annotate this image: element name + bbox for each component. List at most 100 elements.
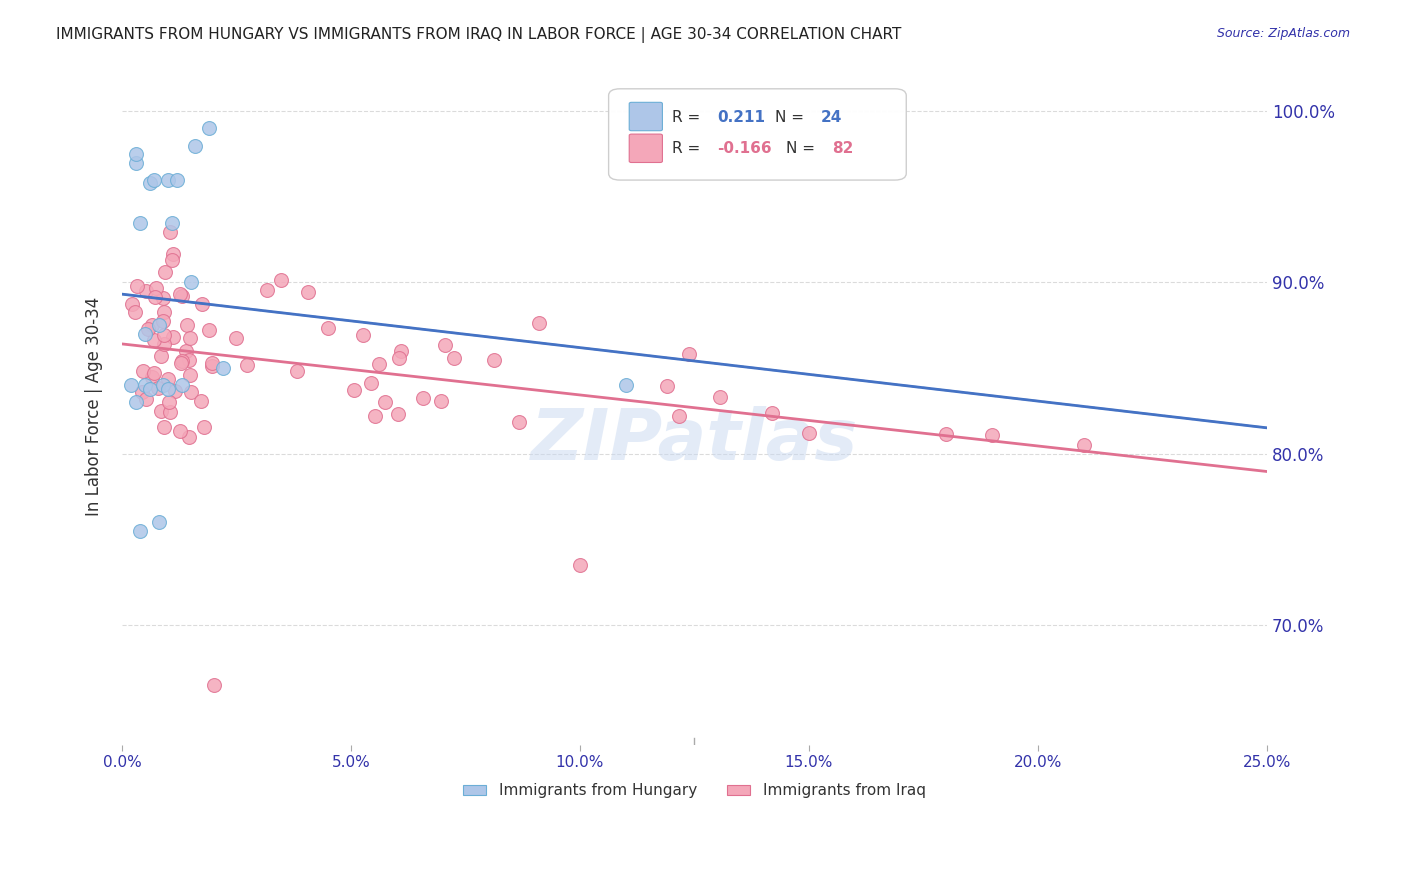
Y-axis label: In Labor Force | Age 30-34: In Labor Force | Age 30-34 [86,297,103,516]
Point [225,331,247,345]
Point [152,327,174,342]
Text: Source: ZipAtlas.com: Source: ZipAtlas.com [1216,27,1350,40]
Point [179,429,201,443]
Point [614,378,637,392]
Point [138,176,160,190]
FancyBboxPatch shape [630,134,662,162]
Point [191,297,214,311]
Point [285,364,308,378]
Point [443,351,465,366]
Text: N =: N = [786,142,815,156]
Point [129,216,152,230]
Point [360,376,382,391]
Point [146,381,169,395]
Text: ZIPatlas: ZIPatlas [531,406,858,475]
Point [134,378,156,392]
Point [374,395,396,409]
Point [152,314,174,328]
Point [270,273,292,287]
Point [198,121,221,136]
Point [179,368,201,383]
Point [236,358,259,372]
Point [138,322,160,336]
Point [434,338,457,352]
Point [135,284,157,298]
Point [169,424,191,438]
Text: 82: 82 [832,142,853,156]
Point [142,333,165,347]
Point [363,409,385,423]
Point [170,288,193,302]
Point [125,395,148,409]
Point [709,391,731,405]
Point [157,395,180,409]
Point [668,409,690,423]
Point [135,392,157,406]
Point [150,349,173,363]
Point [166,173,188,187]
Point [169,287,191,301]
Point [1073,437,1095,451]
Point [256,284,278,298]
Point [143,290,166,304]
Point [368,357,391,371]
Point [156,173,179,187]
Point [153,265,176,279]
Point [184,138,207,153]
Point [529,316,551,330]
Point [141,318,163,332]
Point [179,331,201,345]
Point [343,384,366,398]
Text: -0.166: -0.166 [717,142,772,156]
Point [170,354,193,368]
Point [193,420,215,434]
Text: IMMIGRANTS FROM HUNGARY VS IMMIGRANTS FROM IRAQ IN LABOR FORCE | AGE 30-34 CORRE: IMMIGRANTS FROM HUNGARY VS IMMIGRANTS FR… [56,27,901,43]
Point [429,393,451,408]
Point [149,404,172,418]
Point [148,515,170,529]
Point [125,279,148,293]
Point [170,356,193,370]
FancyBboxPatch shape [630,103,662,131]
Point [148,318,170,333]
Text: N =: N = [775,110,804,125]
Point [508,415,530,429]
Point [134,326,156,341]
Point [388,351,411,365]
Point [159,405,181,419]
FancyBboxPatch shape [609,89,907,180]
Point [153,305,176,319]
Text: R =: R = [672,110,700,125]
Point [655,378,678,392]
Point [174,343,197,358]
Point [159,225,181,239]
Point [190,394,212,409]
Point [141,369,163,384]
Point [412,392,434,406]
Point [143,366,166,380]
Point [160,252,183,267]
Point [129,524,152,538]
Point [387,407,409,421]
Point [152,336,174,351]
Point [981,427,1004,442]
Point [201,359,224,373]
Point [180,276,202,290]
Point [162,216,184,230]
Point [145,281,167,295]
Point [797,425,820,440]
Point [157,372,180,386]
Point [131,384,153,399]
Point [761,405,783,419]
Point [131,364,153,378]
Point [124,304,146,318]
Point [152,378,174,392]
Point [179,353,201,368]
Text: R =: R = [672,142,700,156]
Point [162,247,184,261]
Point [678,346,700,360]
Point [202,678,225,692]
Point [125,147,148,161]
Legend: Immigrants from Hungary, Immigrants from Iraq: Immigrants from Hungary, Immigrants from… [457,777,932,805]
Text: 24: 24 [821,110,842,125]
